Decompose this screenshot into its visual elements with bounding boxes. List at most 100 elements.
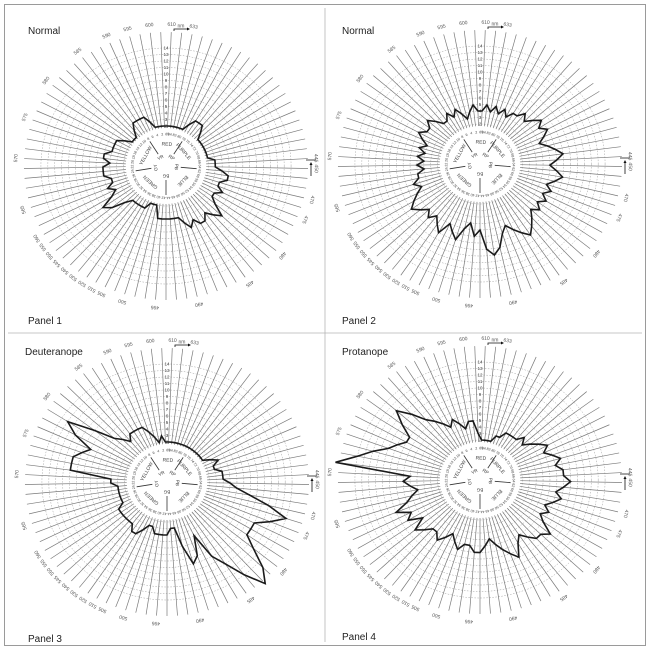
cap-spoke [515,415,605,463]
cap-number-label: 66 [198,476,202,480]
score-tick-label: 8 [479,83,482,88]
wavelength-label: 480 [591,248,601,258]
panel-caption: Panel 4 [342,632,376,643]
cap-number-label: 16 [447,148,452,153]
cap-spoke [369,503,449,565]
cap-number-label: 82 [172,133,177,138]
wavelength-label: 580 [356,390,366,400]
cap-spoke [96,514,148,599]
cap-spoke [488,516,512,611]
cap-spoke [448,200,472,295]
inner-disc [441,128,519,200]
cap-spoke [109,42,151,132]
wavelength-label: 570 [327,152,333,161]
cap-spoke [204,496,299,534]
cap-number-label: 6 [152,451,155,455]
cap-spoke [453,348,473,443]
cap-spoke [119,39,154,131]
cap-number-label: 18 [445,153,450,158]
cap-spoke [339,146,441,160]
hue-ray-label: PB [175,480,181,487]
cap-spoke [518,175,616,206]
wavelength-label: 450 [627,478,633,487]
cap-spoke [134,202,158,297]
cap-number-label: 4 [156,133,159,137]
cap-spoke [352,496,445,541]
cap-spoke [175,36,203,130]
cap-number-label: 78 [182,452,188,458]
hue-ray-label: PB [488,478,494,485]
cap-spoke [198,505,278,567]
cap-number-label: 80 [491,132,496,137]
hue-ray-label: BG [163,489,170,494]
hue-ray-label: BG [476,171,483,176]
score-ring [409,413,551,547]
score-ring [437,439,523,521]
wavelength-label: 590 [102,32,112,41]
cap-spoke [489,34,517,128]
cap-spoke [36,110,130,151]
cap-spoke [363,185,448,242]
cap-number-label: 48 [490,191,495,196]
cap-number-label: 28 [134,493,139,498]
cap-number-label: 74 [502,456,508,462]
cap-number-label: 46 [172,511,177,516]
cap-spoke [50,503,135,560]
cap-number-label: 42 [162,511,166,515]
cap-spoke [510,75,587,140]
cap-spoke [392,193,456,270]
cap-number-label: 10 [142,455,148,461]
score-tick-label: 3 [166,433,169,438]
wavelength-label: 445 [313,470,319,479]
cap-number-label: 22 [444,163,448,167]
cap-spoke [339,462,441,476]
cap-spoke [498,361,546,447]
cap-number-label: 82 [173,449,178,454]
hue-ray-label: GY [154,480,160,487]
cap-spoke [355,415,445,463]
cap-spoke [59,77,136,142]
cap-spoke [35,496,130,534]
wavelength-label: 570 [13,154,19,163]
cap-spoke [499,512,551,597]
cap-number-label: 60 [196,489,201,494]
cap-spoke [380,384,453,454]
cap-spoke [171,348,184,445]
panel-2: 2345678910111213148524681012141618202224… [327,20,633,327]
cap-spoke [171,203,188,299]
cap-number-label: 48 [177,509,182,514]
hue-ray [463,455,473,469]
cap-spoke [518,491,616,522]
wavelength-label: 480 [591,564,601,574]
score-ring [96,415,238,549]
score-tick-label: 14 [477,360,483,365]
cap-spoke [519,146,621,160]
cap-spoke [520,164,623,167]
cap-number-label: 54 [188,185,194,191]
cap-number-label: 52 [498,502,504,508]
wavelength-label: 550 [359,248,369,258]
cap-spoke [458,517,475,613]
hue-ray [150,457,160,471]
cap-number-label: 42 [161,195,165,199]
wavelength-label: 480 [277,250,287,260]
cap-number-label: 72 [505,460,511,466]
cap-number-label: 44 [480,193,484,197]
wavelength-label: 595 [123,25,133,33]
blue-end-arrow [620,157,630,174]
wavelength-label: 545 [366,572,376,582]
cap-spoke [373,75,450,140]
cap-number-label: 2 [161,132,163,136]
cap-spoke [172,519,189,615]
cap-number-label: 30 [136,181,142,187]
cap-number-label: 68 [197,471,202,476]
cap-number-label: 64 [199,481,203,485]
cap-spoke [180,201,218,292]
score-ring [109,112,223,220]
cap-spoke [78,195,142,272]
panel-caption: Panel 2 [342,316,376,327]
cap-spoke [352,180,445,225]
cap-spoke [60,393,137,458]
cap-spoke [206,487,308,505]
blue-end-arrow [307,475,317,492]
